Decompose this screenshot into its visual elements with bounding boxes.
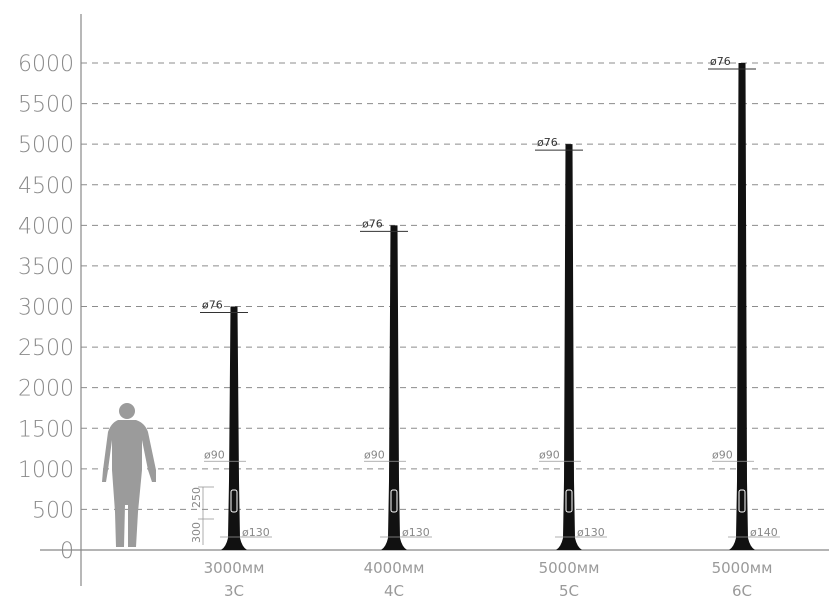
y-tick-label: 2500	[18, 336, 74, 361]
poles-group: ø76ø90ø1303000мм3Сø76ø90ø1304000мм4Сø76ø…	[200, 55, 780, 600]
pole-shaft	[563, 144, 575, 538]
pole-length-label: 5000мм	[712, 559, 773, 577]
top-diameter-label: ø76	[537, 136, 558, 149]
pole-shaft	[736, 63, 748, 538]
pole-base	[381, 538, 407, 550]
pole-code-label: 4С	[384, 582, 404, 600]
y-tick-label: 1000	[18, 458, 74, 483]
hatch-offset-label: 300	[190, 522, 203, 543]
base-diameter-label: ø130	[402, 526, 430, 539]
y-tick-label: 2000	[18, 377, 74, 402]
mid-diameter-label: ø90	[712, 448, 733, 461]
pole-length-label: 3000мм	[204, 559, 265, 577]
service-hatch	[390, 489, 398, 513]
y-tick-label: 5500	[18, 93, 74, 118]
y-tick-label: 1500	[18, 417, 74, 442]
pole-shaft	[228, 306, 240, 538]
grid-lines	[81, 62, 829, 510]
pole-code-label: 5С	[559, 582, 579, 600]
service-hatch	[738, 489, 746, 513]
top-diameter-label: ø76	[362, 217, 383, 230]
pole-4: ø76 ø90 ø140 5000мм 6С	[708, 55, 780, 600]
y-tick-label: 3500	[18, 255, 74, 280]
y-tick-labels: 6000550050004500400035003000250020001500…	[18, 52, 74, 564]
base-diameter-label: ø140	[750, 526, 778, 539]
y-tick-label: 500	[32, 498, 74, 523]
service-hatch	[230, 489, 238, 513]
pole-2: ø76 ø90 ø130 4000мм 4С	[360, 217, 432, 600]
service-hatch	[565, 489, 573, 513]
hatch-height-label: 250	[190, 487, 203, 508]
mid-diameter-label: ø90	[204, 448, 225, 461]
pole-length-label: 5000мм	[539, 559, 600, 577]
pole-1: ø76 ø90 ø130 3000мм 3С	[200, 299, 272, 600]
top-diameter-label: ø76	[202, 299, 223, 312]
pole-3: ø76 ø90 ø130 5000мм 5С	[535, 136, 607, 600]
pole-code-label: 3С	[224, 582, 244, 600]
y-tick-label: 6000	[18, 52, 74, 77]
base-diameter-label: ø130	[242, 526, 270, 539]
y-tick-label: 3000	[18, 296, 74, 321]
y-tick-label: 4500	[18, 174, 74, 199]
pole-base	[221, 538, 247, 550]
pole-shaft	[388, 225, 400, 539]
pole-base	[729, 538, 755, 550]
pole-code-label: 6С	[732, 582, 752, 600]
mid-diameter-label: ø90	[539, 448, 560, 461]
top-diameter-label: ø76	[710, 55, 731, 68]
pole-length-label: 4000мм	[364, 559, 425, 577]
pole-base	[556, 538, 582, 550]
mid-diameter-label: ø90	[364, 448, 385, 461]
person-silhouette-icon	[102, 403, 156, 547]
y-tick-label: 4000	[18, 214, 74, 239]
hatch-dimension: 250 300	[190, 486, 214, 545]
y-tick-label: 5000	[18, 133, 74, 158]
y-tick-label: 0	[60, 539, 74, 564]
base-diameter-label: ø130	[577, 526, 605, 539]
